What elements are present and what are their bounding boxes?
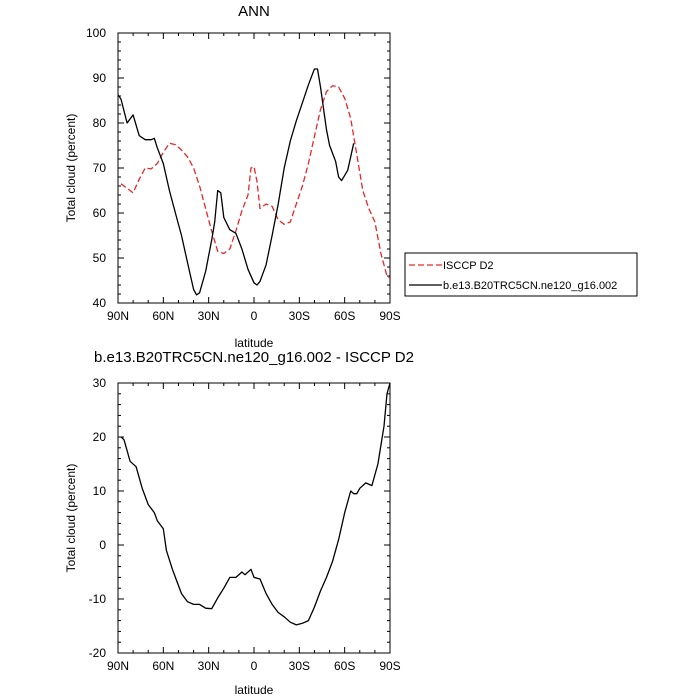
y-tick-label: 10 — [93, 484, 107, 498]
bottom-chart-xlabel: latitude — [235, 683, 274, 697]
y-tick-label: 50 — [93, 251, 107, 265]
x-tick-label: 60S — [334, 659, 355, 673]
series-line-1 — [120, 85, 391, 279]
x-tick-label: 0 — [251, 309, 258, 323]
y-tick-label: -10 — [89, 592, 107, 606]
y-tick-label: 30 — [93, 376, 107, 390]
legend-box — [404, 252, 638, 297]
y-tick-label: 100 — [86, 26, 106, 40]
x-tick-label: 60N — [152, 659, 174, 673]
y-tick-label: 60 — [93, 206, 107, 220]
y-tick-label: -20 — [89, 646, 107, 660]
series-line-2 — [117, 68, 355, 296]
x-tick-label: 60N — [152, 309, 174, 323]
x-tick-label: 90N — [107, 309, 129, 323]
x-tick-label: 30S — [289, 309, 310, 323]
x-tick-label: 30N — [198, 659, 220, 673]
top-chart-xlabel: latitude — [235, 336, 274, 350]
y-tick-label: 0 — [99, 538, 106, 552]
top-chart-title: ANN — [238, 3, 270, 20]
x-tick-label: 90S — [379, 659, 400, 673]
x-tick-label: 60S — [334, 309, 355, 323]
top-chart-panel: ANN latitude Total cloud (percent) 90N 60… — [64, 3, 401, 350]
y-tick-label: 90 — [93, 71, 107, 85]
y-tick-label: 70 — [93, 161, 107, 175]
legend-label-model: b.e13.B20TRC5CN.ne120_g16.002 — [443, 280, 617, 292]
legend-label-isccp: ISCCP D2 — [443, 260, 494, 272]
plot-frame — [117, 382, 391, 654]
top-chart-ylabel: Total cloud (percent) — [64, 114, 78, 223]
x-tick-label: 90N — [107, 659, 129, 673]
y-tick-label: 20 — [93, 430, 107, 444]
bottom-chart-panel: b.e13.B20TRC5CN.ne120_g16.002 - ISCCP D2… — [64, 349, 414, 697]
series-line-1 — [120, 382, 391, 626]
x-tick-label: 30S — [289, 659, 310, 673]
bottom-chart-title: b.e13.B20TRC5CN.ne120_g16.002 - ISCCP D2 — [94, 349, 414, 366]
bottom-chart-ylabel: Total cloud (percent) — [64, 464, 78, 573]
x-tick-label: 90S — [379, 309, 400, 323]
x-tick-label: 0 — [251, 659, 258, 673]
top-chart-legend: ISCCP D2 b.e13.B20TRC5CN.ne120_g16.002 — [404, 252, 638, 297]
x-tick-label: 30N — [198, 309, 220, 323]
y-tick-label: 40 — [93, 296, 107, 310]
y-tick-label: 80 — [93, 116, 107, 130]
